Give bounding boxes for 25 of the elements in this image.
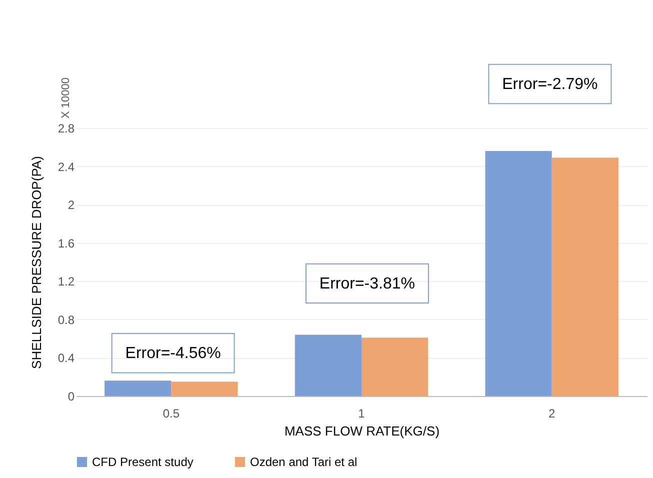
bar: [485, 150, 552, 396]
y-axis-title: SHELLSIDE PRESSURE DROP(PA): [28, 156, 44, 369]
legend-label: Ozden and Tari et al: [250, 455, 358, 469]
y-tick-label: 0.8: [58, 312, 75, 327]
annotation: Error=-3.81%: [319, 275, 416, 292]
y-tick-label: 0: [68, 390, 75, 404]
annotation: Error=-4.56%: [125, 345, 221, 362]
bar: [294, 334, 362, 396]
y-tick-label: 1.6: [58, 236, 75, 250]
bar: [104, 380, 172, 396]
y-tick-label: 1.2: [58, 274, 75, 289]
bar: [552, 158, 618, 396]
y-tick-label: 2.4: [58, 160, 75, 174]
text: Error=-2.79%: [502, 76, 598, 93]
text: X 10000: [60, 78, 72, 118]
y-tick-label: 0.4: [58, 351, 75, 366]
y-tick-label: 2.8: [58, 122, 75, 136]
x-tick-label: 0.5: [162, 406, 180, 420]
x-axis-title: MASS FLOW RATE(KG/S): [284, 424, 440, 438]
y-tick-label: 2: [68, 198, 75, 212]
x-tick-label: 2: [548, 406, 556, 420]
bar: [171, 382, 238, 396]
x-tick-label: 1: [358, 406, 366, 420]
bar: [362, 338, 428, 396]
legend-label: CFD Present study: [92, 455, 194, 469]
